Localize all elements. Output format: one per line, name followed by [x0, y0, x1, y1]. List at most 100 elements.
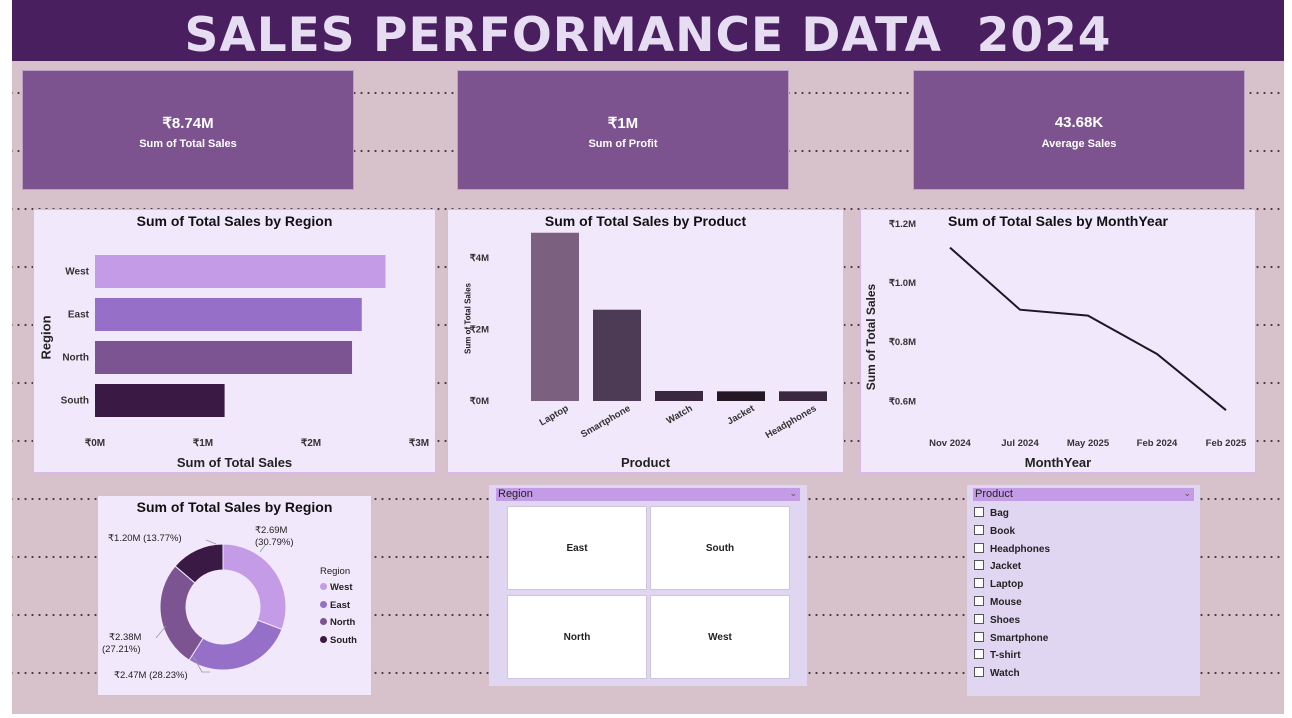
kpi-card-profit[interactable]: ₹1M Sum of Profit	[457, 70, 789, 190]
region-slicer[interactable]: Region ⌄ East South North West	[489, 485, 807, 686]
month-line-chart-panel[interactable]: Sum of Total Sales by MonthYear Nov 2024…	[860, 209, 1256, 473]
checkbox-icon[interactable]	[974, 507, 984, 517]
y-tick-label: ₹0.6M	[889, 396, 916, 407]
y-tick-label: North	[62, 353, 89, 364]
y-tick-label: ₹1.2M	[889, 219, 916, 230]
chevron-down-icon[interactable]: ⌄	[789, 488, 797, 498]
kpi-label: Sum of Total Sales	[139, 138, 237, 150]
slicer-header[interactable]: Region ⌄	[496, 488, 800, 501]
chart-title: Sum of Total Sales by Product	[544, 213, 747, 229]
checkbox-icon[interactable]	[974, 613, 984, 624]
bar-laptop	[531, 232, 579, 401]
kpi-card-average-sales[interactable]: 43.68K Average Sales	[913, 70, 1245, 190]
month-line-chart: Nov 2024 Jul 2024 May 2025 Feb 2024 Feb 2025…	[889, 219, 1247, 449]
x-tick-label: Laptop	[538, 403, 571, 428]
x-axis-title: Product	[620, 455, 671, 470]
region-donut-chart-panel[interactable]: Sum of Total Sales by Region ₹2.69M (30.…	[97, 495, 372, 696]
x-tick-label: ₹3M	[409, 438, 429, 449]
title-banner: SALES PERFORMANCE DATA 2024	[12, 0, 1284, 63]
kpi-value: 43.68K	[1054, 114, 1104, 131]
legend-dot-icon	[320, 600, 327, 608]
product-option-label: Laptop	[990, 579, 1024, 591]
product-slicer[interactable]: Product ⌄ Bag Book Headphones Jacket Laptop M…	[967, 485, 1200, 696]
product-option-label: Headphones	[990, 543, 1051, 555]
x-tick-label: Feb 2024	[1137, 438, 1178, 449]
legend-item-east[interactable]: East	[320, 600, 357, 618]
product-option-watch[interactable]: Watch	[974, 667, 1020, 681]
product-option-tshirt[interactable]: T-shirt	[974, 649, 1021, 663]
checkbox-icon[interactable]	[974, 542, 984, 553]
product-option-bag[interactable]: Bag	[974, 507, 1009, 521]
checkbox-icon[interactable]	[974, 649, 984, 660]
legend-item-south[interactable]: South	[320, 635, 357, 653]
x-tick-label: ₹1M	[193, 438, 213, 449]
checkbox-icon[interactable]	[974, 667, 984, 678]
region-bar-chart: West East North South ₹0M ₹1M ₹2M ₹3M	[61, 255, 429, 449]
slicer-tile-south[interactable]: South	[650, 506, 790, 590]
chevron-down-icon[interactable]: ⌄	[1183, 488, 1191, 498]
donut-label-west: ₹2.69M (30.79%)	[255, 525, 294, 548]
x-tick-label: Feb 2025	[1206, 438, 1247, 449]
product-option-label: Jacket	[990, 561, 1022, 573]
dashboard-title: SALES PERFORMANCE DATA 2024	[184, 8, 1112, 63]
slicer-tile-east[interactable]: East	[507, 506, 647, 590]
product-option-jacket[interactable]: Jacket	[974, 560, 1021, 574]
donut-slice-west	[222, 543, 287, 631]
donut-label-east: ₹2.47M (28.23%)	[114, 670, 188, 681]
donut-label-south: ₹1.20M (13.77%)	[108, 533, 182, 544]
y-tick-label: ₹4M	[470, 253, 489, 264]
chart-title: Sum of Total Sales by MonthYear	[948, 213, 1168, 229]
slicer-tile-west[interactable]: West	[650, 595, 790, 679]
product-option-book[interactable]: Book	[974, 524, 1015, 539]
product-option-smartphone[interactable]: Smartphone	[974, 631, 1048, 646]
bar-north	[95, 341, 353, 374]
region-donut-chart	[155, 539, 287, 673]
checkbox-icon[interactable]	[974, 631, 984, 642]
slicer-tile-north[interactable]: North	[507, 595, 647, 679]
bar-east	[95, 298, 362, 331]
product-option-laptop[interactable]: Laptop	[974, 578, 1023, 592]
x-tick-label: Jul 2024	[1001, 438, 1039, 449]
checkbox-icon[interactable]	[974, 524, 984, 535]
legend-item-west[interactable]: West	[320, 582, 357, 600]
legend-label: South	[330, 634, 357, 646]
y-axis-title: Sum of Total Sales	[864, 283, 878, 391]
region-bar-chart-panel[interactable]: Sum of Total Sales by Region West East Nor…	[33, 209, 436, 473]
legend-item-north[interactable]: North	[320, 617, 357, 635]
kpi-value: ₹1M	[607, 115, 639, 132]
x-tick-label: Headphones	[764, 403, 819, 441]
product-option-mouse[interactable]: Mouse	[974, 596, 1022, 610]
x-tick-label: ₹0M	[85, 438, 105, 449]
x-tick-label: May 2025	[1067, 438, 1110, 449]
slicer-header[interactable]: Product ⌄	[973, 488, 1194, 501]
x-axis-title: Sum of Total Sales	[176, 455, 293, 470]
x-tick-label: Watch	[665, 403, 695, 427]
product-bar-chart-panel[interactable]: Sum of Total Sales by Product Laptop Smar…	[447, 209, 844, 473]
product-option-shoes[interactable]: Shoes	[974, 613, 1020, 628]
bar-smartphone	[593, 309, 641, 401]
kpi-label: Sum of Profit	[588, 138, 658, 150]
checkbox-icon[interactable]	[974, 578, 984, 589]
kpi-label: Average Sales	[1041, 138, 1117, 150]
slicer-header-label: Product	[975, 488, 1013, 500]
donut-slice-south	[174, 543, 224, 584]
checkbox-icon[interactable]	[974, 596, 984, 606]
legend-label: East	[330, 599, 351, 611]
product-option-label: Bag	[990, 508, 1009, 519]
product-option-headphones[interactable]: Headphones	[974, 542, 1051, 557]
y-tick-label: ₹1.0M	[889, 278, 916, 289]
legend-label: West	[330, 582, 353, 593]
bar-jacket	[717, 391, 765, 401]
checkbox-icon[interactable]	[974, 560, 984, 571]
chart-title: Sum of Total Sales by Region	[136, 499, 333, 515]
legend-dot-icon	[320, 635, 327, 643]
legend-label: North	[330, 617, 356, 628]
legend-dot-icon	[320, 618, 327, 625]
bar-headphones	[779, 391, 827, 401]
y-tick-label: ₹0M	[470, 396, 489, 407]
y-tick-label: ₹0.8M	[889, 337, 916, 348]
product-bar-chart: Laptop Smartphone Watch Jacket Headphones ₹0M…	[470, 232, 827, 441]
product-option-label: T-shirt	[990, 650, 1021, 662]
legend-dot-icon	[320, 583, 327, 590]
kpi-card-total-sales[interactable]: ₹8.74M Sum of Total Sales	[22, 70, 354, 190]
